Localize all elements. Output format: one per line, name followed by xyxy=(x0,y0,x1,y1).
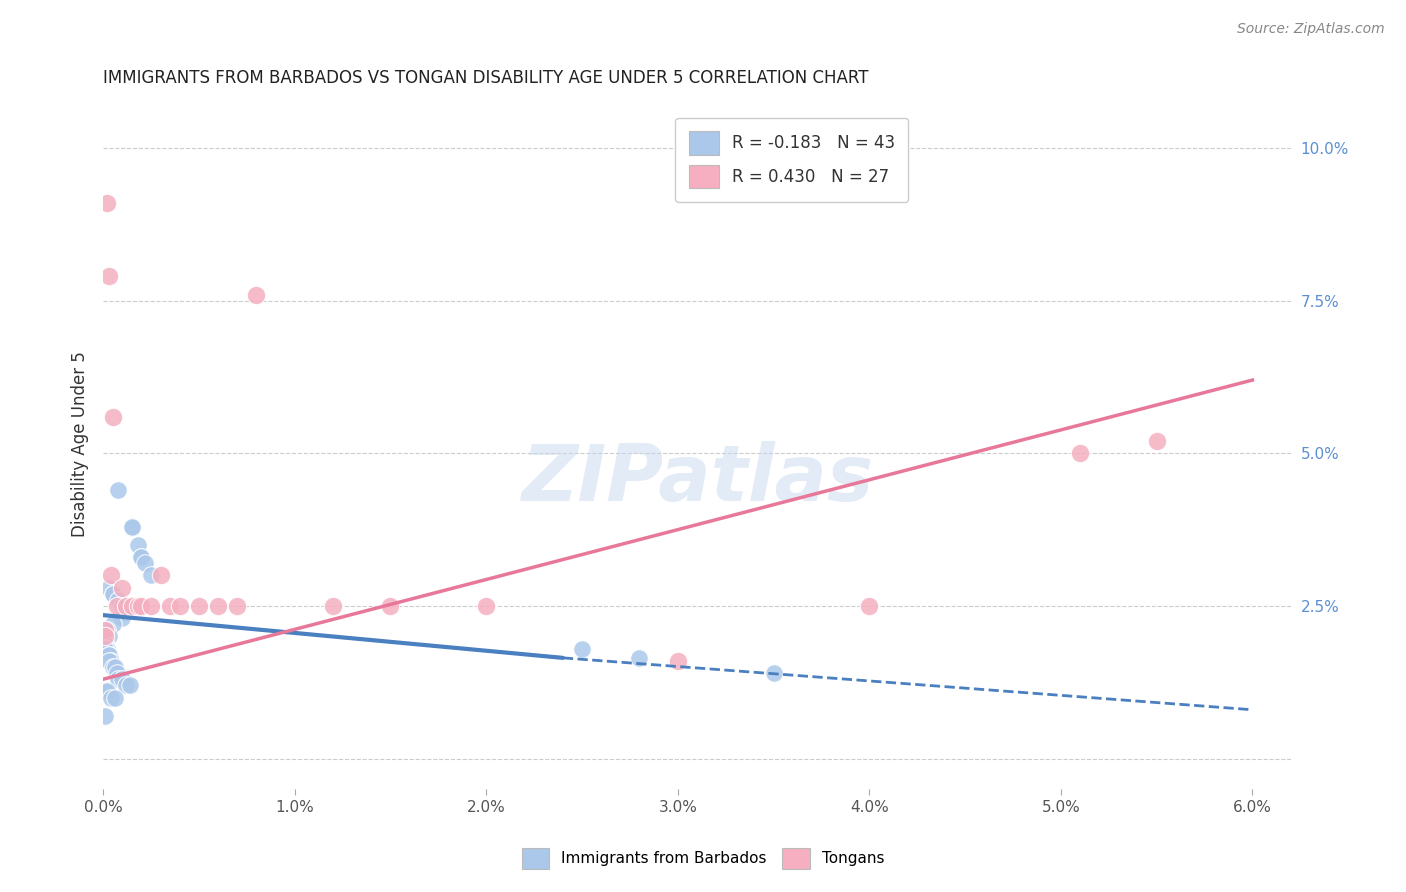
Point xyxy=(94,635,117,649)
Point xyxy=(127,599,149,613)
Point xyxy=(104,660,127,674)
Point xyxy=(96,684,118,698)
Point xyxy=(97,648,120,662)
Point xyxy=(1146,434,1168,449)
Point xyxy=(169,599,191,613)
Point xyxy=(101,617,124,632)
Point xyxy=(107,483,129,497)
Point xyxy=(94,630,117,644)
Point xyxy=(97,654,120,668)
Point xyxy=(94,635,117,649)
Point xyxy=(322,599,344,613)
Point xyxy=(101,660,124,674)
Point xyxy=(111,581,134,595)
Point xyxy=(380,599,402,613)
Point xyxy=(858,599,880,613)
Text: ZIPatlas: ZIPatlas xyxy=(520,441,873,516)
Point xyxy=(127,538,149,552)
Point xyxy=(245,287,267,301)
Point xyxy=(97,630,120,644)
Y-axis label: Disability Age Under 5: Disability Age Under 5 xyxy=(72,351,89,537)
Point xyxy=(97,648,120,662)
Point xyxy=(121,599,143,613)
Point xyxy=(159,599,181,613)
Point xyxy=(121,519,143,533)
Point xyxy=(187,599,209,613)
Point xyxy=(131,550,153,565)
Point xyxy=(149,568,172,582)
Point xyxy=(94,641,117,656)
Point xyxy=(97,269,120,284)
Point xyxy=(118,678,141,692)
Point xyxy=(104,690,127,705)
Point xyxy=(666,654,689,668)
Point xyxy=(226,599,249,613)
Legend: Immigrants from Barbados, Tongans: Immigrants from Barbados, Tongans xyxy=(516,841,890,875)
Point xyxy=(96,641,118,656)
Point xyxy=(121,519,143,533)
Point xyxy=(115,605,138,619)
Legend: R = -0.183   N = 43, R = 0.430   N = 27: R = -0.183 N = 43, R = 0.430 N = 27 xyxy=(675,118,908,202)
Point xyxy=(94,641,117,656)
Point xyxy=(475,599,498,613)
Point xyxy=(94,630,117,644)
Point xyxy=(94,624,117,638)
Point xyxy=(100,654,122,668)
Point xyxy=(111,611,134,625)
Point xyxy=(107,592,129,607)
Point xyxy=(134,556,156,570)
Text: Source: ZipAtlas.com: Source: ZipAtlas.com xyxy=(1237,22,1385,37)
Point xyxy=(101,587,124,601)
Point xyxy=(105,666,128,681)
Point xyxy=(111,599,134,613)
Point xyxy=(97,581,120,595)
Point xyxy=(96,624,118,638)
Point xyxy=(131,550,153,565)
Point xyxy=(107,672,129,686)
Point xyxy=(94,684,117,698)
Point xyxy=(139,599,162,613)
Point xyxy=(111,672,134,686)
Point xyxy=(762,666,785,681)
Point xyxy=(101,409,124,424)
Point xyxy=(101,587,124,601)
Point xyxy=(1069,446,1091,460)
Point xyxy=(96,196,118,211)
Point xyxy=(100,690,122,705)
Point xyxy=(628,651,651,665)
Point xyxy=(94,709,117,723)
Point xyxy=(571,641,593,656)
Point xyxy=(105,599,128,613)
Point xyxy=(115,678,138,692)
Point xyxy=(139,568,162,582)
Point xyxy=(115,599,138,613)
Text: IMMIGRANTS FROM BARBADOS VS TONGAN DISABILITY AGE UNDER 5 CORRELATION CHART: IMMIGRANTS FROM BARBADOS VS TONGAN DISAB… xyxy=(103,69,869,87)
Point xyxy=(131,599,153,613)
Point xyxy=(100,568,122,582)
Point xyxy=(207,599,229,613)
